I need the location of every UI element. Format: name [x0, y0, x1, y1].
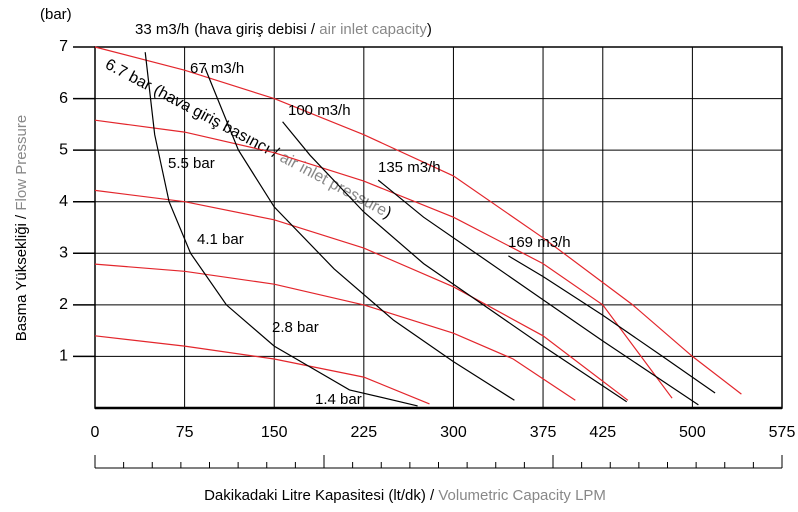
- curve: [508, 255, 716, 394]
- axis-label-text: Basma Yüksekliği /: [13, 211, 30, 342]
- x-tick-label: 225: [350, 424, 377, 441]
- x-tick-label: 425: [589, 424, 616, 441]
- y-tick-label: 2: [59, 296, 68, 313]
- y-tick-label: 5: [59, 141, 68, 158]
- axis-label-text: Flow Pressure: [13, 115, 30, 211]
- curve: [94, 189, 629, 401]
- series-label: 1.4 bar: [315, 391, 362, 408]
- curve: [94, 263, 576, 401]
- series-label: 33 m3/h: [135, 21, 189, 38]
- series-label: 67 m3/h: [190, 60, 244, 77]
- curve: [144, 52, 418, 407]
- series-label: 2.8 bar: [272, 319, 319, 336]
- note-text: ): [427, 21, 432, 38]
- x-tick-label: 75: [176, 424, 194, 441]
- curve: [94, 46, 742, 395]
- y-tick-label: 1: [59, 348, 68, 365]
- series-label: 5.5 bar: [168, 155, 215, 172]
- curve: [282, 121, 628, 403]
- x-tick-label: 375: [530, 424, 557, 441]
- y-tick-label: 6: [59, 90, 68, 107]
- series-label: 100 m3/h: [288, 102, 351, 119]
- series-label: 4.1 bar: [197, 231, 244, 248]
- curve: [204, 67, 515, 401]
- series-label: 135 m3/h: [378, 159, 441, 176]
- y-tick-label: 3: [59, 245, 68, 262]
- series-label: 169 m3/h: [508, 234, 571, 251]
- axis-label-text: Dakikadaki Litre Kapasitesi (lt/dk) /: [204, 487, 438, 504]
- curve: [94, 119, 673, 399]
- x-tick-label: 500: [679, 424, 706, 441]
- note-text: (hava giriş debisi /: [194, 21, 319, 38]
- y-unit: (bar): [40, 6, 72, 23]
- x-tick-label: 300: [440, 424, 467, 441]
- y-tick-label: 7: [59, 38, 68, 55]
- capacity-note: 33 m3/h (hava giriş debisi / air inlet ca…: [135, 21, 432, 38]
- note-text: air inlet capacity: [319, 21, 427, 38]
- curve: [377, 179, 699, 406]
- curve: [94, 335, 430, 405]
- x-tick-label: 150: [261, 424, 288, 441]
- x-tick-label: 0: [91, 424, 100, 441]
- x-tick-label: 575: [769, 424, 796, 441]
- y-axis-label: Basma Yüksekliği / Flow Pressure: [13, 115, 30, 341]
- axis-label-text: Volumetric Capacity LPM: [438, 487, 606, 504]
- y-tick-label: 4: [59, 193, 68, 210]
- note-text: (hava giriş basıncı /: [151, 82, 285, 164]
- x-axis-label: Dakikadaki Litre Kapasitesi (lt/dk) / Vo…: [204, 487, 606, 504]
